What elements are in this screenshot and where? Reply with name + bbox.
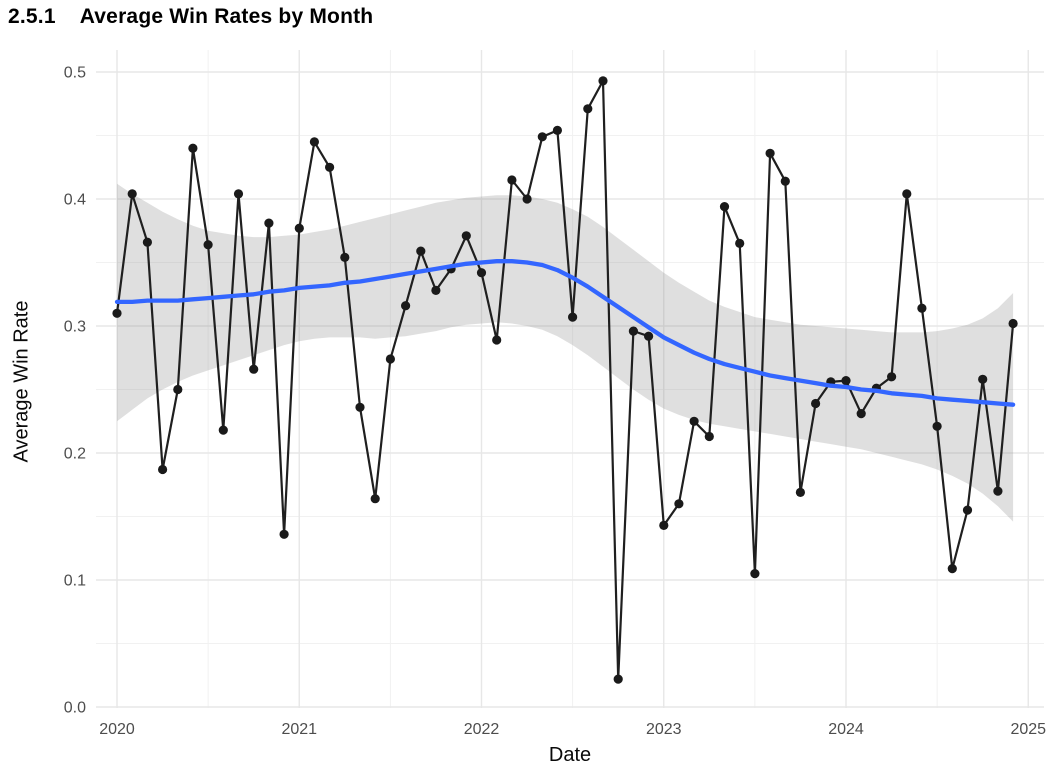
- data-point: [279, 529, 289, 539]
- data-point: [507, 175, 517, 185]
- y-tick-label: 0.3: [64, 319, 86, 336]
- data-point: [188, 143, 198, 153]
- confidence-band: [117, 183, 1014, 522]
- data-point: [962, 505, 973, 515]
- smooth-trend-line: [114, 259, 1016, 407]
- x-tick-label: 2024: [828, 721, 864, 738]
- data-point: [340, 252, 350, 262]
- data-point: [203, 240, 213, 250]
- data-point: [598, 76, 608, 86]
- data-point: [370, 494, 380, 504]
- data-point: [461, 231, 471, 241]
- data-point: [765, 148, 775, 158]
- series-line: [115, 79, 1015, 681]
- data-point: [218, 425, 228, 435]
- data-point: [719, 202, 730, 212]
- data-point: [978, 374, 988, 384]
- data-point: [294, 223, 304, 233]
- data-point: [325, 162, 335, 172]
- data-point: [780, 176, 790, 186]
- data-point: [947, 564, 957, 574]
- x-axis-title: Date: [548, 744, 592, 766]
- data-point: [887, 372, 897, 382]
- data-point: [704, 431, 714, 442]
- data-point: [233, 189, 244, 199]
- data-point: [902, 189, 912, 199]
- data-point: [795, 487, 806, 497]
- y-tick-label: 0.1: [64, 573, 86, 590]
- y-tick-label: 0.4: [64, 192, 86, 209]
- data-point: [385, 354, 395, 364]
- y-tick-label: 0.5: [64, 65, 86, 82]
- data-point: [932, 421, 942, 431]
- data-point: [552, 125, 563, 135]
- y-tick-label: 0.2: [64, 446, 86, 463]
- x-tick-label: 2025: [1010, 721, 1046, 738]
- data-point: [644, 331, 654, 341]
- x-tick-label: 2021: [281, 721, 317, 738]
- x-tick-label: 2022: [464, 721, 500, 738]
- data-point: [522, 194, 532, 204]
- data-point: [917, 303, 927, 313]
- data-point: [993, 486, 1003, 496]
- data-point: [841, 376, 851, 386]
- data-point: [811, 398, 821, 409]
- y-axis-title: Average Win Rate: [10, 300, 33, 463]
- data-point: [735, 238, 745, 248]
- data-point: [173, 384, 183, 395]
- data-point: [628, 326, 639, 336]
- data-point: [142, 237, 152, 247]
- data-point: [537, 132, 547, 142]
- data-point: [401, 301, 411, 311]
- data-point: [127, 189, 137, 199]
- data-point: [613, 674, 623, 684]
- data-point: [674, 499, 684, 509]
- data-point: [568, 312, 578, 322]
- data-point: [856, 409, 866, 419]
- data-point: [583, 104, 593, 114]
- x-tick-label: 2020: [99, 721, 135, 738]
- data-point: [416, 246, 426, 256]
- data-point: [476, 268, 487, 278]
- chart-title: Average Win Rates by Month: [79, 5, 374, 28]
- data-point: [492, 335, 502, 345]
- data-point: [750, 569, 760, 579]
- section-number: 2.5.1: [8, 5, 56, 28]
- data-point: [112, 308, 122, 318]
- y-tick-label: 0.0: [64, 700, 86, 717]
- data-point: [431, 285, 441, 295]
- data-point: [309, 137, 319, 147]
- data-point: [689, 416, 699, 426]
- data-point: [249, 364, 259, 374]
- x-tick-label: 2023: [646, 721, 682, 738]
- data-point: [264, 218, 274, 228]
- section-heading: 2.5.1 Average Win Rates by Month: [8, 5, 373, 29]
- data-point: [1008, 318, 1018, 329]
- data-point: [659, 520, 669, 531]
- data-point: [158, 464, 168, 475]
- data-point: [355, 402, 365, 412]
